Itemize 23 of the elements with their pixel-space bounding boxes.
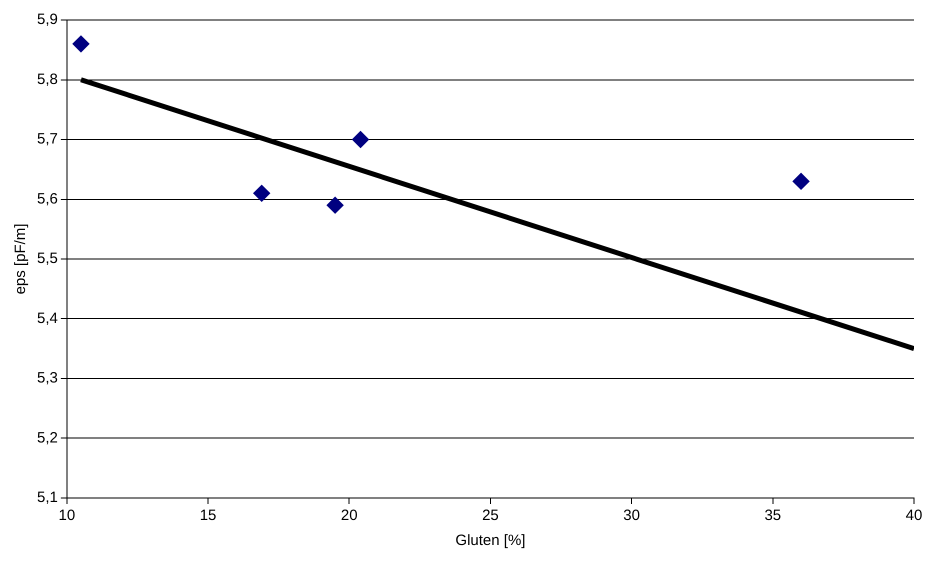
y-tick-label: 5,9 [36, 11, 58, 28]
y-tick-label: 5,7 [36, 130, 58, 148]
point [326, 196, 344, 214]
point [352, 131, 370, 148]
x-tick-label: 20 [340, 507, 358, 524]
y-tick-label: 5,2 [36, 429, 58, 446]
y-tick-label: 5,4 [36, 310, 58, 327]
x-tick-label: 15 [200, 507, 216, 524]
y-tick-label: 5,6 [36, 190, 58, 208]
y-tick-label: 5,1 [36, 489, 58, 506]
point [72, 35, 90, 52]
x-tick-label: 25 [482, 507, 499, 524]
y-tick-label: 5,3 [36, 370, 58, 387]
x-tick-label: 30 [623, 507, 640, 524]
y-axis-title: eps [pF/m] [12, 224, 30, 294]
y-tick-label: 5,8 [36, 70, 58, 88]
x-tick-label: 10 [58, 507, 76, 524]
x-axis-title: Gluten [%] [455, 532, 526, 550]
point [253, 184, 270, 202]
x-tick-label: 35 [764, 507, 782, 524]
y-tick-label: 5,5 [36, 250, 58, 268]
x-tick-label: 40 [906, 507, 922, 524]
point [792, 172, 810, 190]
